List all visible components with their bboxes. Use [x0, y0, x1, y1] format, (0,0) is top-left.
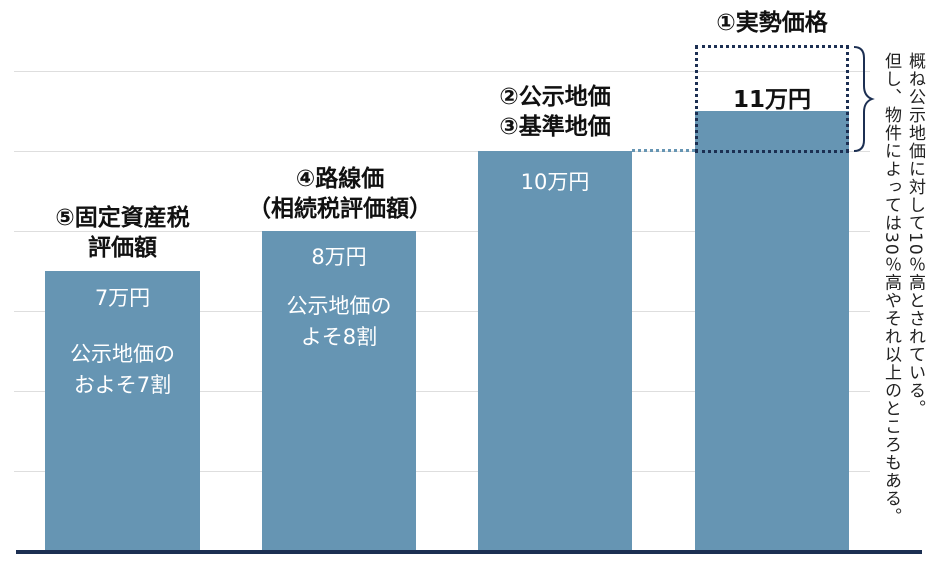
gridline — [14, 71, 870, 72]
side-note-line1: 概ね公示地価に対して10％高とされている。 — [905, 52, 925, 418]
label-line: ⑤固定資産税 — [55, 205, 190, 231]
x-axis-baseline — [16, 550, 922, 554]
bar-value: 8万円 — [311, 245, 367, 269]
bar-label-koji-chika: ②公示地価 ③基準地価 — [478, 82, 632, 142]
label-line: （相続税評価額） — [248, 196, 432, 222]
label-line: ①実勢価格 — [716, 10, 828, 36]
reference-dotted-line — [632, 149, 695, 152]
bar-value: 7万円 — [94, 286, 151, 310]
gridline — [14, 311, 870, 312]
bar-jissei-kakaku — [695, 111, 849, 552]
gridline — [14, 471, 870, 472]
label-line: 評価額 — [88, 235, 157, 261]
bar-value: 10万円 — [520, 170, 590, 194]
label-line: ④路線価 — [295, 166, 385, 192]
note-line: よそ8割 — [300, 325, 378, 349]
gridline — [14, 391, 870, 392]
bar-label-rosenka: ④路線価 （相続税評価額） — [240, 164, 440, 224]
bar-rosenka: 8万円 公示地価の よそ8割 — [262, 231, 416, 552]
side-note-line2: 但し、物件によっては30％高やそれ以上のところもある。 — [881, 52, 901, 526]
bar-note: 公示地価の よそ8割 — [262, 291, 416, 353]
gridline — [14, 151, 870, 152]
label-line: ③基準地価 — [499, 114, 611, 140]
curly-brace-icon — [853, 46, 875, 152]
range-dotted-box — [695, 45, 849, 153]
note-line: およそ7割 — [73, 373, 172, 397]
label-line: ②公示地価 — [499, 84, 611, 110]
note-line: 公示地価の — [286, 294, 392, 318]
gridline — [14, 231, 870, 232]
bar-value: 11万円 — [732, 87, 811, 113]
bar-note: 公示地価の およそ7割 — [45, 339, 200, 401]
bar-fixed-asset-tax: 7万円 公示地価の およそ7割 — [45, 271, 200, 552]
bar-label-jissei-kakaku: ①実勢価格 — [695, 8, 849, 38]
note-line: 公示地価の — [70, 342, 175, 366]
bar-label-fixed-asset-tax: ⑤固定資産税 評価額 — [45, 203, 200, 263]
bar-koji-chika: 10万円 — [478, 151, 632, 552]
